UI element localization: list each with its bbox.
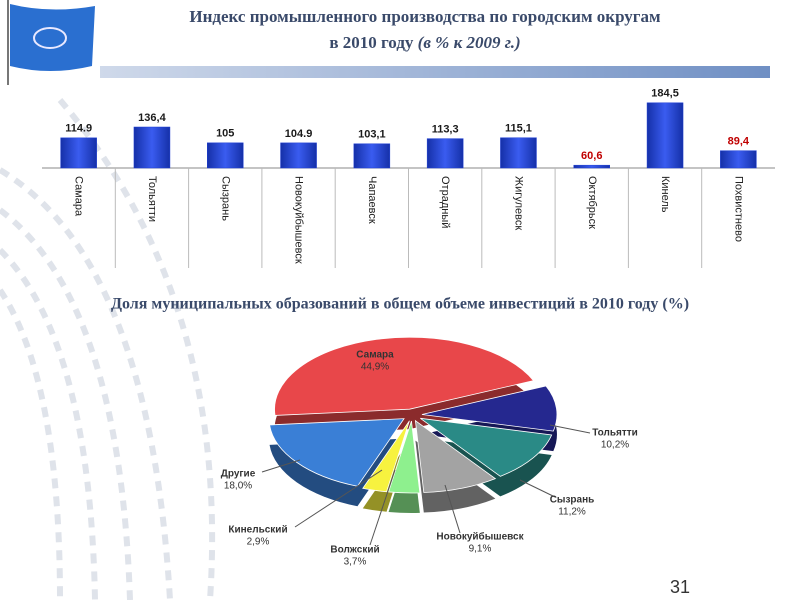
slice-label: Волжский <box>330 545 379 556</box>
x-tick-label: Кинель <box>659 176 671 213</box>
pie-title: Доля муниципальных образований в общем о… <box>111 296 689 313</box>
slice <box>388 420 421 494</box>
value-label: 103,1 <box>358 129 386 141</box>
bar <box>207 142 244 169</box>
leader-line <box>549 424 591 434</box>
slice-value: 18,0% <box>224 481 252 492</box>
value-label: 115,1 <box>505 123 532 135</box>
bar <box>60 137 97 169</box>
slice <box>420 417 553 477</box>
value-label: 113,3 <box>432 124 459 136</box>
subtitle: в 2010 году <box>329 33 414 52</box>
slice <box>421 385 558 432</box>
slice <box>362 420 410 493</box>
slice-label: Сызрань <box>550 495 595 506</box>
bar <box>353 143 391 169</box>
leader-line <box>369 469 396 546</box>
slice <box>269 418 405 487</box>
subtitle-note: (в % к 2009 г.) <box>418 33 521 52</box>
value-label: 104.9 <box>285 128 313 140</box>
value-label: 60,6 <box>581 150 602 162</box>
bar <box>426 138 464 169</box>
x-tick-label: Сызрань <box>219 176 231 221</box>
x-tick-label: Новокуйбышевск <box>293 176 305 264</box>
slice-label: Новокуйбышевск <box>436 531 524 543</box>
page-number: 31 <box>670 577 690 597</box>
value-label: 184,5 <box>651 88 679 100</box>
slice-label: Самара <box>356 350 394 361</box>
flag <box>7 0 95 85</box>
x-tick-label: Похвистнево <box>732 176 744 242</box>
bar-title: Индекс промышленного производства по гор… <box>189 7 661 26</box>
slice <box>414 419 497 493</box>
x-tick-label: Октябрьск <box>586 176 598 229</box>
value-label: 136,4 <box>138 112 166 124</box>
bar-subtitle: в 2010 году (в % к 2009 г.) <box>329 33 520 52</box>
slice-label: Тольятти <box>592 428 638 439</box>
value-label: 89,4 <box>728 136 750 148</box>
decoration <box>0 98 216 600</box>
x-tick-label: Чапаевск <box>366 176 378 224</box>
x-tick-label: Жигулевск <box>513 176 525 230</box>
bar <box>573 164 610 169</box>
x-tick-label: Самара <box>73 176 85 217</box>
slice-label: Другие <box>221 469 256 480</box>
leader-line <box>444 484 461 534</box>
value-label: 114.9 <box>65 123 92 135</box>
value-label: 105 <box>216 128 234 140</box>
slice-label: Кинельский <box>228 525 287 536</box>
slice-value: 2,9% <box>247 537 270 548</box>
slice-value: 3,7% <box>344 557 367 568</box>
bar <box>133 126 171 169</box>
slice-value: 11,2% <box>558 507 586 518</box>
leader-line <box>519 479 556 498</box>
bar <box>646 102 684 169</box>
x-tick-label: Отрадный <box>439 176 451 228</box>
slice-value: 9,1% <box>469 544 492 555</box>
slice-value: 10,2% <box>601 440 629 451</box>
leader-line <box>261 459 301 473</box>
header-band <box>100 66 770 78</box>
bar <box>720 150 757 169</box>
x-tick-label: Тольятти <box>146 176 158 222</box>
bar <box>500 137 537 169</box>
bar <box>280 142 317 169</box>
leader-line <box>294 469 383 528</box>
slice <box>274 336 535 416</box>
slice-value: 44,9% <box>361 362 389 373</box>
